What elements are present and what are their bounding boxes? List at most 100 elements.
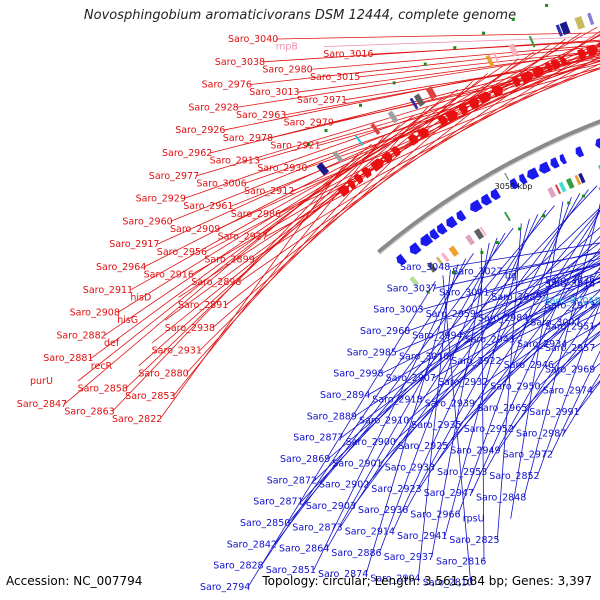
gene-label[interactable]: rnpB	[276, 42, 298, 53]
gene-label[interactable]: Saro_3010	[399, 352, 449, 363]
gene-label[interactable]: Saro_2909	[170, 224, 220, 235]
gene-label[interactable]: Saro_2994	[412, 330, 462, 341]
gene-label[interactable]: Saro_2816	[436, 556, 486, 567]
gene-label[interactable]: Saro_2953	[437, 467, 487, 478]
gene-label[interactable]: Saro_2939	[425, 399, 475, 410]
gene-label[interactable]: Saro_3007	[530, 318, 580, 329]
gene-label[interactable]: Saro_2900	[346, 437, 396, 448]
gene-label[interactable]: Saro_2961	[183, 201, 233, 212]
gene-label[interactable]: Saro_3027	[452, 266, 502, 277]
gene-label[interactable]: Saro_3014	[545, 279, 595, 290]
gene-label[interactable]: Saro_2917	[109, 239, 159, 250]
gene-label[interactable]: Saro_2853	[125, 391, 175, 402]
gene-label[interactable]: Saro_2965	[477, 403, 527, 414]
gene-label[interactable]: Saro_2848	[476, 492, 526, 503]
gene-label[interactable]: Saro_2914	[345, 527, 395, 538]
gene-label[interactable]: Saro_2899	[204, 254, 254, 265]
gene-label[interactable]: Saro_2898	[191, 277, 241, 288]
gene-label[interactable]: Saro_2932	[438, 377, 488, 388]
gene-label[interactable]: Saro_2937	[384, 552, 434, 563]
gene-label[interactable]: Saro_2951	[545, 322, 595, 333]
gene-label[interactable]: recR	[91, 361, 113, 372]
gene-label[interactable]: Saro_2974	[543, 386, 593, 397]
gene-label[interactable]: Saro_2864	[279, 544, 329, 555]
gene-label[interactable]: Saro_2825	[449, 535, 499, 546]
gene-label[interactable]: def	[104, 338, 120, 349]
gene-label[interactable]: Saro_2962	[162, 148, 212, 159]
gene-label[interactable]: Saro_2931	[152, 346, 202, 357]
gene-label[interactable]: Saro_2901	[332, 458, 382, 469]
gene-label[interactable]: Saro_2949	[450, 446, 500, 457]
gene-label[interactable]: Saro_2972	[503, 450, 553, 461]
gene-label[interactable]: Saro_2907	[386, 373, 436, 384]
gene-label[interactable]: Saro_2941	[397, 531, 447, 542]
gene-label[interactable]: Saro_2877	[293, 433, 343, 444]
gene-label[interactable]: Saro_2881	[43, 353, 93, 364]
gene-label[interactable]: Saro_3036	[545, 275, 595, 286]
gene-label[interactable]: Saro_2956	[157, 247, 207, 258]
gene-label[interactable]: Saro_2869	[280, 454, 330, 465]
gene-label[interactable]: Saro_2863	[64, 406, 114, 417]
gene-label[interactable]: Saro_2978	[223, 133, 273, 144]
gene-label[interactable]: Saro_2902	[319, 480, 369, 491]
gene-label[interactable]: Saro_2973	[545, 300, 595, 311]
gene-label[interactable]: Saro_2934	[517, 339, 567, 350]
gene-label[interactable]: purU	[30, 376, 53, 387]
gene-label[interactable]: Saro_2921	[270, 140, 320, 151]
gene-label[interactable]: hisD	[130, 292, 151, 303]
gene-label[interactable]: Saro_2886	[331, 548, 381, 559]
gene-label[interactable]: Saro_2935	[411, 420, 461, 431]
gene-label[interactable]: Saro_2980	[262, 64, 312, 75]
gene-label[interactable]: Saro_2910	[359, 416, 409, 427]
gene-label[interactable]: Saro_2933	[385, 463, 435, 474]
gene-label[interactable]: Saro_2916	[144, 270, 194, 281]
gene-label[interactable]: Saro_2960	[122, 216, 172, 227]
gene-label[interactable]: Saro_2952	[464, 424, 514, 435]
gene-label[interactable]: Saro_3038	[215, 57, 265, 68]
gene-label[interactable]: Saro_2984	[478, 313, 528, 324]
gene-label[interactable]: Saro_2872	[267, 475, 317, 486]
gene-label[interactable]: Saro_2979	[284, 118, 334, 129]
gene-label[interactable]: Saro_2976	[202, 80, 252, 91]
gene-label[interactable]: Saro_2986	[231, 209, 281, 220]
gene-label[interactable]: Saro_2928	[188, 102, 238, 113]
gene-label[interactable]: Saro_3013	[249, 87, 299, 98]
gene-label[interactable]: Saro_2873	[292, 522, 342, 533]
gene-label[interactable]: Saro_2912	[244, 186, 294, 197]
gene-label[interactable]: Saro_2847	[17, 399, 67, 410]
gene-label[interactable]: Saro_3015	[310, 72, 360, 83]
gene-label[interactable]: Saro_2810	[423, 578, 473, 589]
gene-label[interactable]: Saro_3048	[400, 262, 450, 273]
gene-label[interactable]: Saro_2925	[398, 441, 448, 452]
gene-label[interactable]: Saro_2943	[465, 335, 515, 346]
gene-label[interactable]: Saro_2904	[370, 574, 420, 585]
gene-label[interactable]: Saro_2874	[318, 569, 368, 580]
gene-label[interactable]: Saro_2991	[529, 407, 579, 418]
gene-label[interactable]: Saro_2971	[297, 95, 347, 106]
gene-label[interactable]: Saro_2922	[451, 356, 501, 367]
gene-label[interactable]: tig	[505, 271, 517, 282]
gene-label[interactable]: Saro_2894	[320, 390, 370, 401]
gene-label[interactable]: Saro_2957	[545, 343, 595, 354]
gene-label[interactable]: Saro_2913	[210, 156, 260, 167]
gene-label[interactable]: Saro_2851	[266, 565, 316, 576]
gene-label[interactable]: Saro_2911	[83, 285, 133, 296]
gene-label[interactable]: Saro_3006	[196, 178, 246, 189]
gene-label[interactable]: Saro_2903	[306, 501, 356, 512]
gene-label[interactable]: Saro_2927	[218, 232, 268, 243]
gene-label[interactable]: hisG	[117, 315, 138, 326]
gene-label[interactable]: Saro_2963	[236, 110, 286, 121]
gene-label[interactable]: Saro_2998	[333, 369, 383, 380]
gene-label[interactable]: Saro_2871	[253, 497, 303, 508]
gene-label[interactable]: Saro_2926	[175, 125, 225, 136]
gene-label[interactable]: Saro_2852	[489, 471, 539, 482]
gene-label[interactable]: Saro_2822	[112, 414, 162, 425]
gene-label[interactable]: Saro_2923	[371, 484, 421, 495]
gene-label[interactable]: rpsU	[463, 514, 485, 525]
gene-label[interactable]: Saro_2950	[490, 382, 540, 393]
gene-label[interactable]: Saro_2985	[347, 347, 397, 358]
gene-label[interactable]: Saro_3016	[323, 49, 373, 60]
gene-label[interactable]: Saro_2969	[545, 364, 595, 375]
gene-label[interactable]: Saro_2882	[56, 330, 106, 341]
gene-label[interactable]: Saro_3037	[387, 283, 437, 294]
